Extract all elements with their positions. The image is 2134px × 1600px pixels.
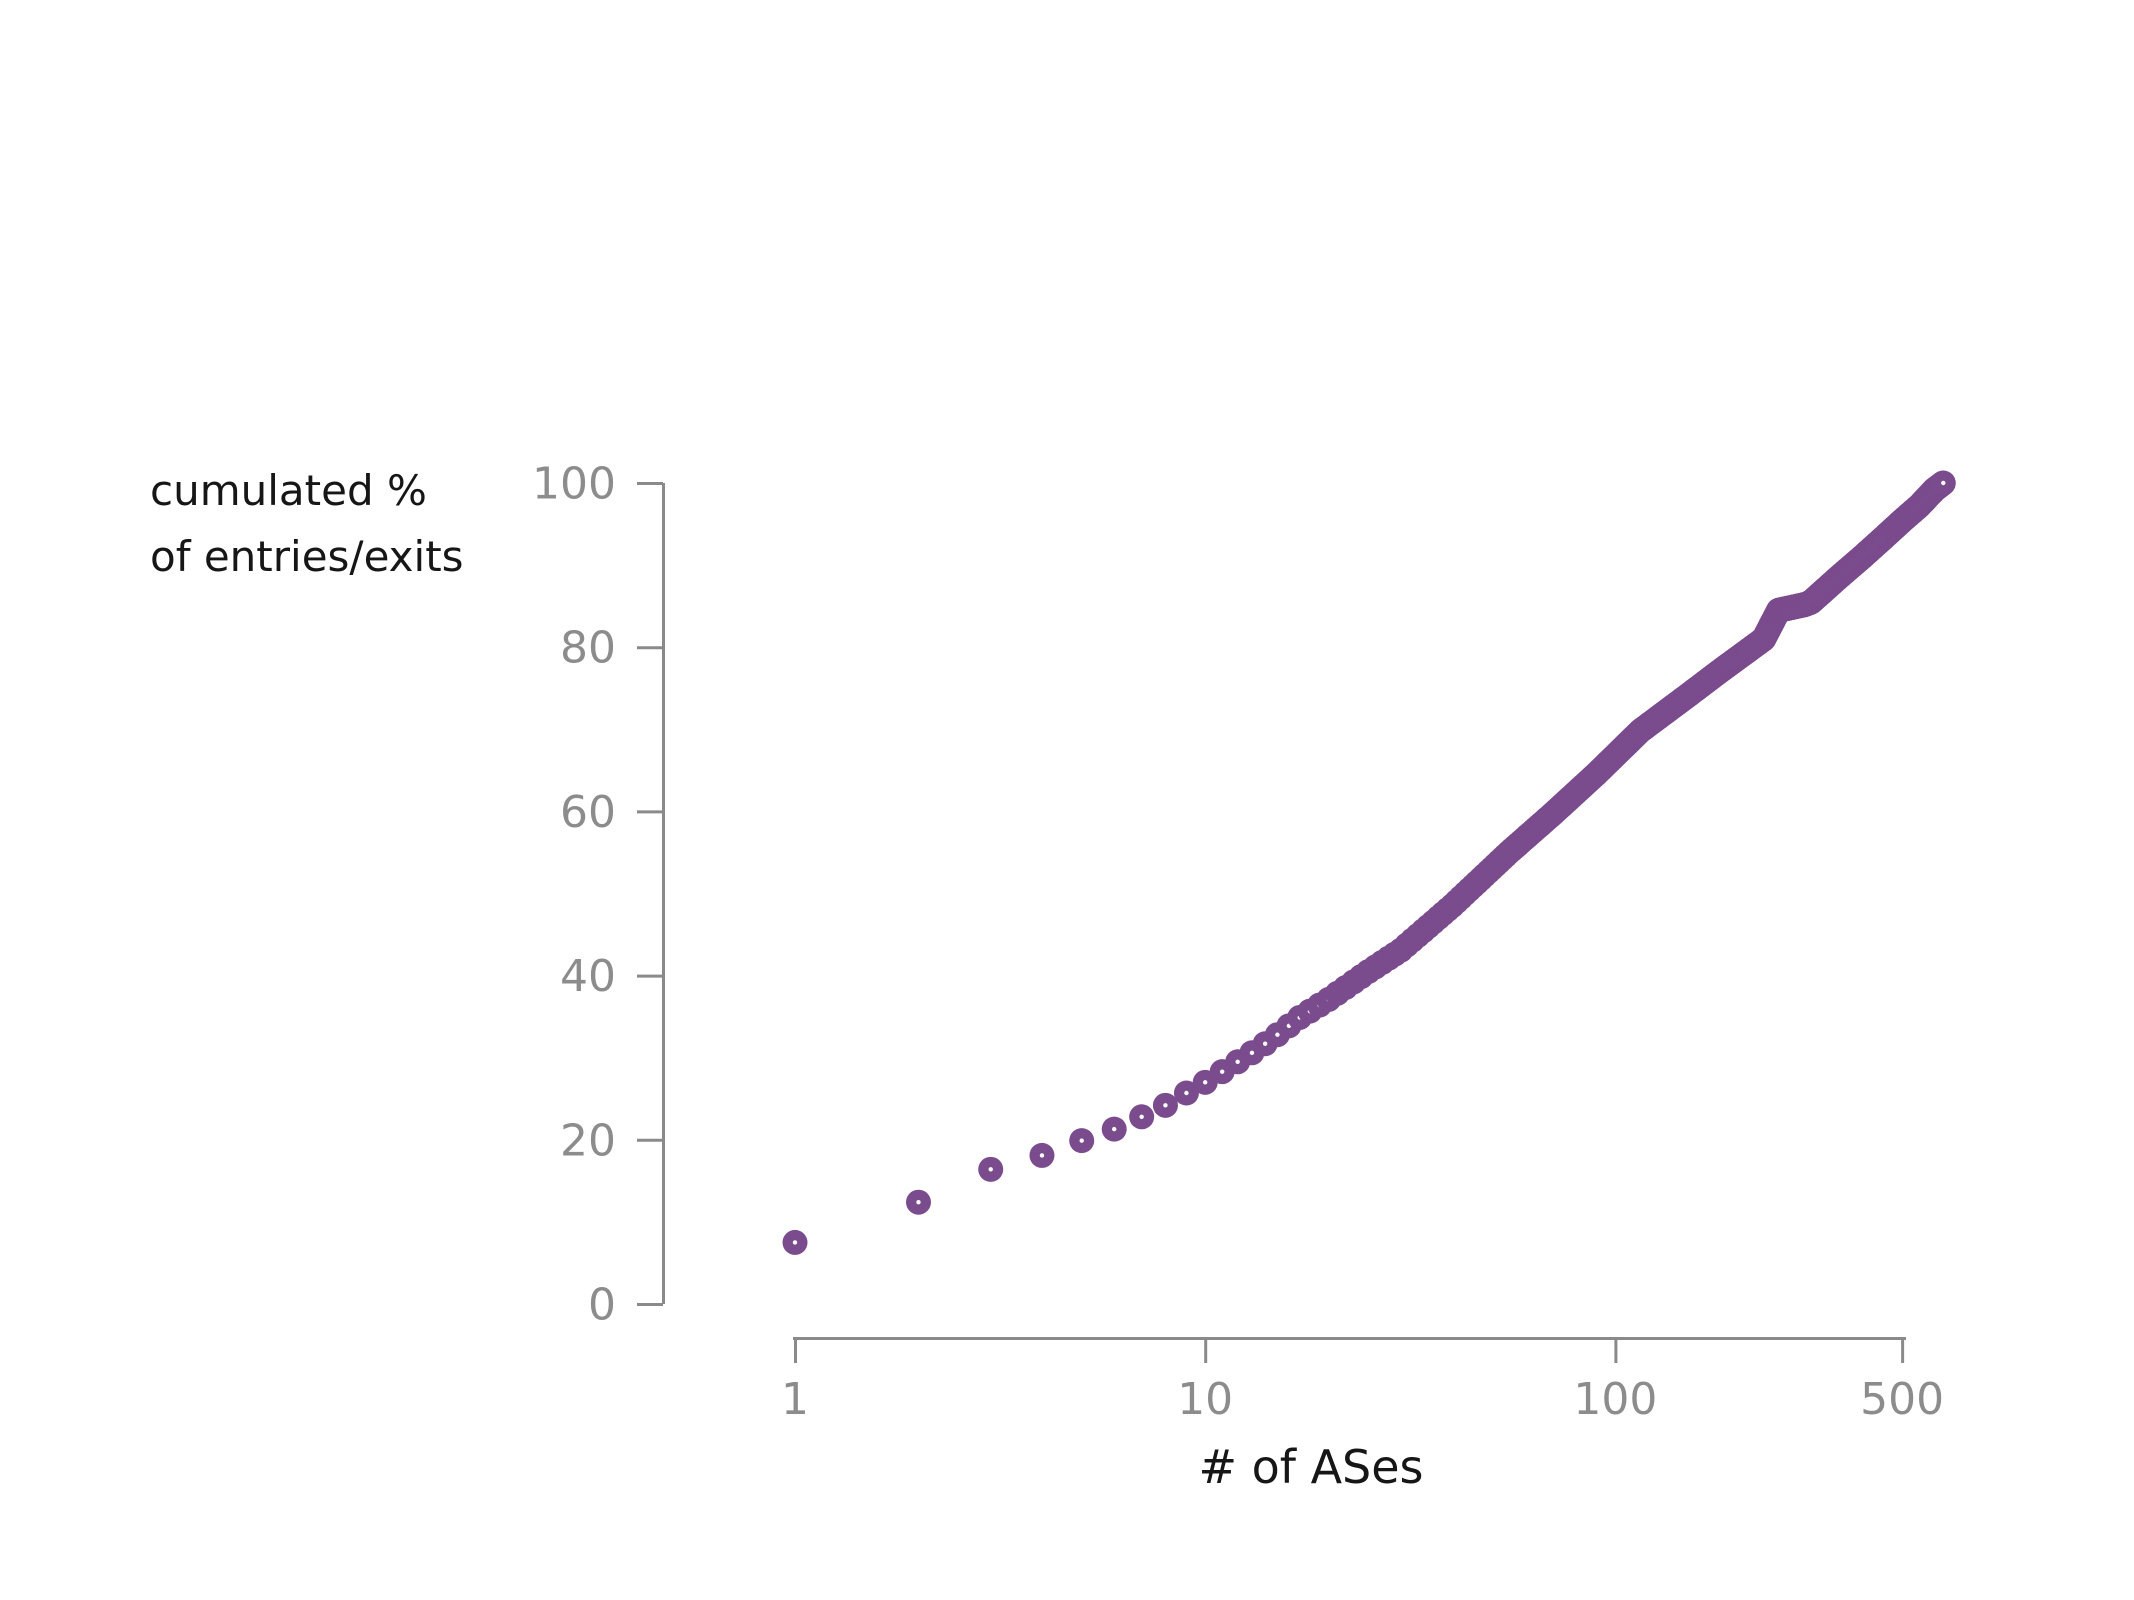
data-point-center [1039,1153,1045,1158]
x-axis-tick-label: 100 [1573,1374,1657,1425]
y-axis-title-line1: cumulated % [150,466,427,515]
y-axis-tick-label: 60 [560,787,616,838]
data-point-center [1111,1126,1117,1132]
y-axis-tick-label: 20 [560,1115,616,1166]
data-point-center [792,1240,798,1245]
x-axis-tick-label: 10 [1177,1374,1233,1425]
y-axis-tick-label: 40 [560,951,616,1002]
data-point-center [1139,1114,1144,1120]
data-point-center [1249,1050,1255,1055]
data-point-center [1262,1041,1268,1046]
y-axis-tick-label: 100 [532,459,616,510]
data-point-center [1275,1032,1280,1037]
y-axis-title-line2: of entries/exits [150,532,464,581]
data-point-center [1235,1059,1240,1065]
data-point-center [1163,1103,1168,1108]
x-axis-title: # of ASes [1198,1440,1424,1494]
y-axis-tick-label: 0 [588,1280,616,1331]
data-point-center [1079,1138,1084,1143]
data-point-center [916,1199,921,1205]
data-point-center [1941,480,1946,486]
x-axis-tick-label: 500 [1860,1374,1944,1425]
data-point-center [1184,1090,1189,1096]
data-point-center [1219,1069,1225,1074]
data-point-center [988,1167,993,1172]
y-axis-tick-label: 80 [560,623,616,674]
x-axis-tick-label: 1 [781,1374,809,1425]
y-axis-title: cumulated % of entries/exits [150,458,464,590]
data-point-center [1203,1080,1208,1085]
